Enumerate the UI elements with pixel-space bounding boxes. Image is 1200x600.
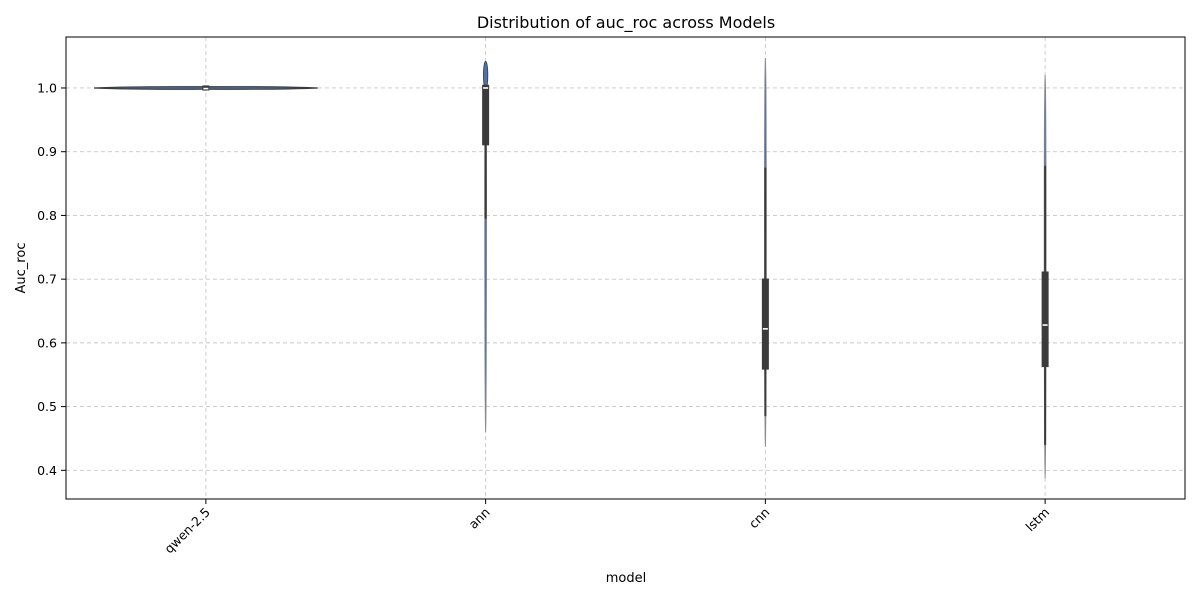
violin-cnn: [761, 57, 769, 447]
x-axis-label: model: [606, 571, 646, 586]
violin-qwen-2.5: [93, 85, 318, 91]
violin-ann: [482, 60, 490, 433]
y-axis-ticks: 0.4 0.5 0.6 0.7 0.8 0.9 1.0: [37, 80, 66, 478]
y-tick-label: 0.7: [37, 272, 57, 287]
x-tick-label: ann: [466, 505, 493, 532]
y-tick-label: 0.6: [37, 335, 57, 350]
y-tick-label: 1.0: [37, 80, 57, 95]
chart-title: Distribution of auc_roc across Models: [477, 13, 775, 33]
x-tick-label: cnn: [746, 505, 773, 532]
x-tick-label: lstm: [1022, 505, 1052, 535]
iqr-box: [1041, 271, 1049, 368]
iqr-box: [482, 84, 490, 146]
violins: [93, 57, 1049, 479]
x-axis-ticks: qwen-2.5 ann cnn lstm: [161, 499, 1052, 556]
y-axis-label: Auc_roc: [14, 243, 29, 294]
violin-lstm: [1041, 75, 1049, 479]
grid-lines: [66, 37, 1185, 499]
y-tick-label: 0.5: [37, 399, 57, 414]
y-tick-label: 0.8: [37, 208, 57, 223]
iqr-box: [761, 278, 769, 370]
y-tick-label: 0.9: [37, 144, 57, 159]
y-tick-label: 0.4: [37, 463, 57, 478]
plot-frame: [65, 36, 1186, 500]
x-tick-label: qwen-2.5: [161, 505, 213, 557]
